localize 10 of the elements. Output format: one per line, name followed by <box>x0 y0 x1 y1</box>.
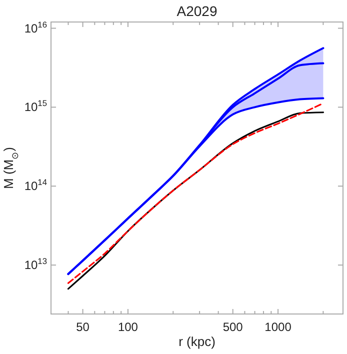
y-tick-label: 10$^{14}$ <box>24 177 48 194</box>
y-tick-label: 10$^{13}$ <box>24 256 48 272</box>
x-tick-label: 1000 <box>264 320 292 334</box>
x-tick-label: 500 <box>222 320 244 334</box>
y-tick-label: 10$^{15}$ <box>24 98 48 114</box>
x-tick-label: 100 <box>118 320 138 334</box>
x-tick-label: 50 <box>76 320 90 334</box>
y-tick-label: 10$^{16}$ <box>24 19 48 36</box>
chart-title: A2029 <box>176 3 218 19</box>
x-axis-title: r (kpc) <box>178 334 216 349</box>
